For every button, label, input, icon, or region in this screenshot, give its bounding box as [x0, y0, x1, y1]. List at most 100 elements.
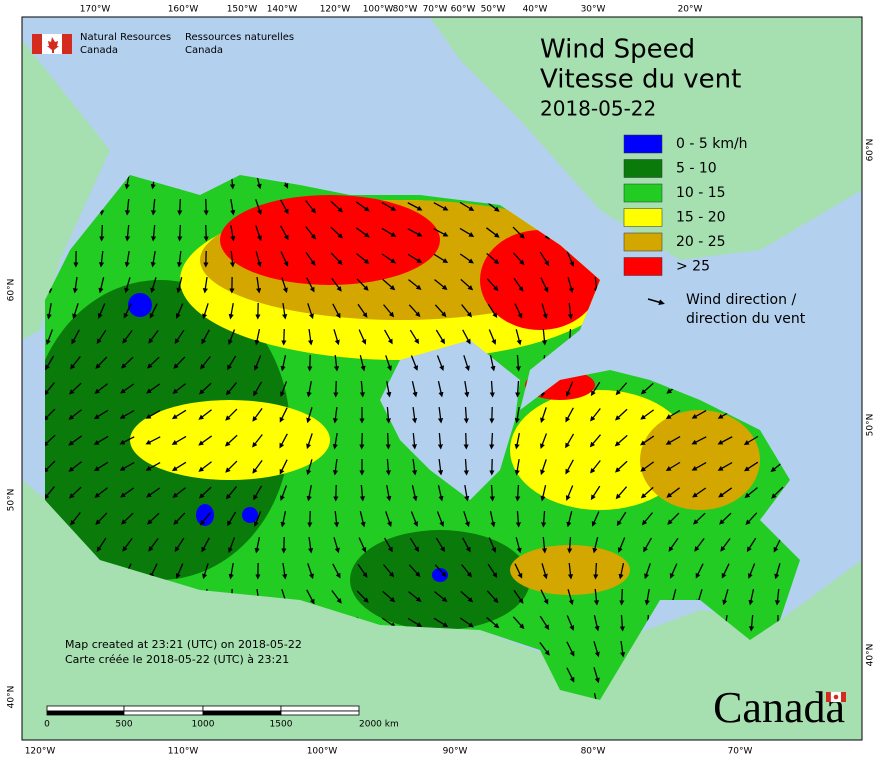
wind-arrow	[225, 460, 238, 473]
wind-arrow	[386, 484, 392, 502]
wind-arrow	[176, 277, 183, 294]
wind-arrow	[356, 278, 369, 291]
wind-arrow	[198, 486, 212, 499]
wind-arrow	[201, 329, 210, 345]
wind-arrow	[307, 563, 314, 580]
wind-arrow	[279, 459, 288, 475]
wind-arrow	[666, 487, 680, 498]
wind-arrow	[280, 355, 287, 372]
wind-arrow	[459, 253, 474, 264]
lat-label-left: 50°N	[7, 489, 17, 512]
wind-arrow	[593, 588, 600, 606]
wind-arrow	[331, 277, 342, 292]
wind-arrow	[174, 537, 185, 552]
wind-arrow	[593, 276, 600, 294]
wind-arrow	[691, 436, 707, 445]
legend-swatch	[623, 232, 663, 252]
wind-arrow	[463, 511, 470, 528]
scale-label: 2000 km	[359, 720, 399, 730]
wind-arrow	[615, 382, 628, 396]
wind-arrow	[46, 302, 52, 320]
wind-arrow	[305, 200, 316, 214]
wind-arrow	[408, 279, 422, 290]
wind-arrow	[385, 432, 391, 450]
wind-arrow	[93, 409, 109, 420]
scale-segment	[123, 710, 204, 716]
wind-arrow	[385, 511, 392, 528]
wind-arrow	[150, 277, 157, 294]
wind-arrow	[383, 564, 395, 578]
wind-arrow	[540, 589, 549, 605]
wind-arrow	[541, 536, 548, 554]
wind-arrow	[644, 588, 650, 606]
wind-arrow	[382, 590, 396, 603]
wind-arrow	[122, 537, 133, 552]
wind-arrow	[512, 616, 525, 630]
lat-label-left: 60°N	[7, 279, 17, 302]
wind-arrow	[565, 381, 574, 397]
wind-arrow	[540, 459, 547, 476]
wind-arrow	[437, 381, 444, 398]
wind-arrow	[437, 485, 444, 502]
wind-arrow	[459, 201, 475, 211]
wind-arrow	[410, 511, 419, 527]
wind-arrow	[590, 408, 601, 422]
wind-arrow	[539, 251, 550, 267]
wind-arrow	[173, 356, 186, 369]
wind-arrow	[357, 563, 368, 578]
wind-arrow	[566, 667, 575, 683]
wind-arrow	[332, 406, 338, 424]
lon-label-top: 60°W	[451, 5, 476, 15]
wind-arrow	[149, 303, 158, 319]
wind-arrow	[515, 484, 521, 502]
lon-label-top: 140°W	[267, 5, 298, 15]
wind-arrow	[148, 537, 159, 552]
wind-arrow	[45, 382, 55, 396]
wind-arrow	[433, 253, 449, 264]
lon-label-bottom: 70°W	[728, 747, 753, 757]
lon-label-top: 120°W	[320, 5, 351, 15]
wind-arrow	[358, 537, 367, 553]
wind-arrow	[719, 512, 732, 525]
wind-arrow	[565, 459, 574, 475]
wind-arrow	[150, 198, 157, 216]
scale-segment	[46, 710, 125, 716]
wind-arrow	[307, 510, 313, 528]
wind-arrow	[717, 436, 733, 445]
wind-arrow	[171, 409, 187, 420]
wind-arrow	[434, 304, 447, 318]
scale-segment	[280, 710, 360, 716]
wind-arrow	[333, 510, 340, 528]
wind-arrow	[721, 563, 730, 579]
wind-arrow	[489, 484, 495, 502]
wind-arrow	[541, 510, 547, 528]
wind-arrow	[434, 591, 448, 602]
lon-label-bottom: 90°W	[443, 747, 468, 757]
wind-arrow	[72, 276, 78, 294]
wind-arrow	[514, 303, 523, 319]
wind-arrow	[203, 198, 209, 216]
wind-arrow	[306, 407, 313, 424]
wind-arrow	[437, 432, 443, 450]
scale-label: 1000	[192, 720, 215, 730]
wind-arrow	[614, 460, 628, 473]
wind-arrow	[694, 537, 705, 552]
wind-arrow	[489, 380, 495, 398]
wind-arrow	[382, 278, 396, 291]
org-fr: Ressources naturelles	[185, 32, 294, 43]
wind-arrow	[98, 277, 105, 294]
wind-arrow	[69, 486, 82, 499]
wind-arrow	[202, 303, 209, 320]
lon-label-bottom: 120°W	[25, 747, 56, 757]
wind-arrow	[381, 227, 397, 237]
wind-arrow	[171, 435, 187, 445]
wind-arrow	[641, 512, 653, 526]
scale-bar: 0 500 1000 1500 2000 km	[44, 705, 399, 730]
wind-arrow	[280, 511, 287, 528]
wind-arrow	[358, 329, 367, 345]
wind-arrow	[306, 459, 313, 476]
credit: Carte créée le 2018-05-22 (UTC) à 23:21	[65, 653, 289, 666]
wind-arrow	[279, 433, 288, 449]
legend-label: 15 - 20	[676, 210, 726, 226]
